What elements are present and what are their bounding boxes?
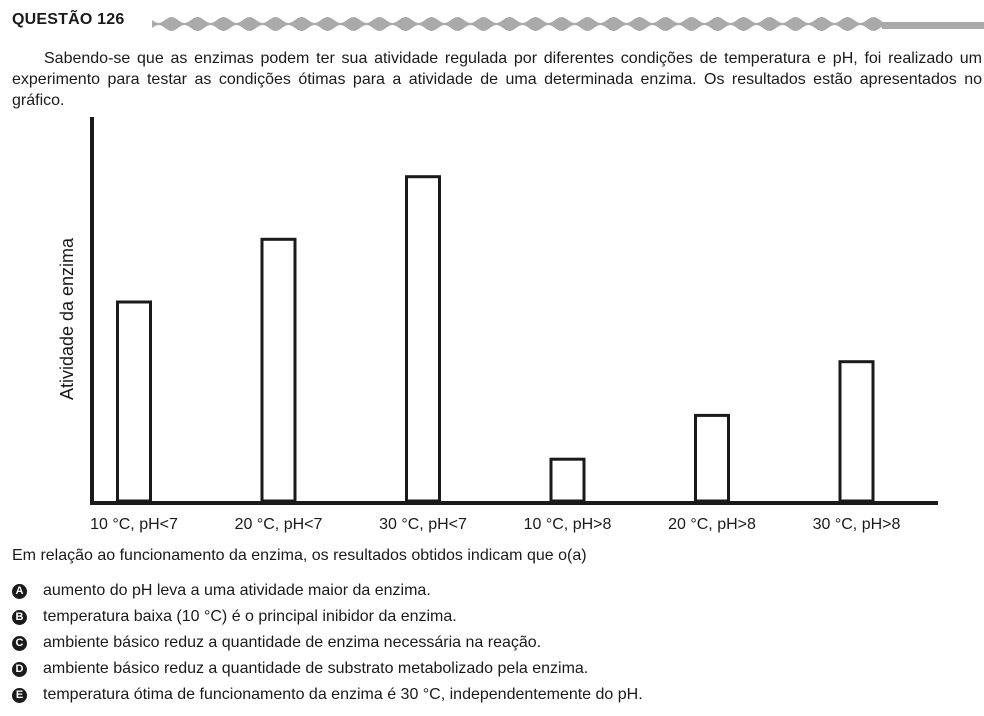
option-text-c: ambiente básico reduz a quantidade de en… — [43, 634, 542, 651]
question-number: QUESTÃO 126 — [12, 11, 125, 28]
question-intro: Sabendo-se que as enzimas podem ter sua … — [12, 50, 982, 109]
decorative-wave-band — [152, 17, 984, 31]
bar-4 — [549, 457, 586, 503]
option-text-a: aumento do pH leva a uma atividade maior… — [43, 582, 431, 599]
y-axis-label: Atividade da enzima — [57, 237, 77, 400]
x-tick-labels: 10 °C, pH<7 20 °C, pH<7 30 °C, pH<7 10 °C, … — [90, 516, 900, 533]
x-tick-label-1: 10 °C, pH<7 — [90, 516, 178, 533]
question-stem: Em relação ao funcionamento da enzima, o… — [12, 547, 587, 564]
option-text-b: temperatura baixa (10 °C) é o principal … — [43, 608, 457, 625]
bar-3 — [405, 175, 441, 503]
option-letter-c: C — [12, 635, 27, 651]
option-a[interactable]: A aumento do pH leva a uma atividade mai… — [12, 578, 643, 604]
option-letter-e: E — [12, 687, 27, 703]
option-c[interactable]: C ambiente básico reduz a quantidade de … — [12, 630, 643, 656]
option-text-e: temperatura ótima de funcionamento da en… — [43, 686, 643, 703]
option-letter-a: A — [12, 583, 27, 599]
bar-2 — [260, 237, 297, 503]
x-tick-label-5: 20 °C, pH>8 — [668, 516, 756, 533]
x-tick-label-2: 20 °C, pH<7 — [235, 516, 323, 533]
option-letter-b: B — [12, 609, 27, 625]
x-tick-label-3: 30 °C, pH<7 — [379, 516, 467, 533]
question-header: QUESTÃO 126 — [12, 8, 984, 34]
bar-6 — [838, 360, 875, 503]
x-tick-label-4: 10 °C, pH>8 — [524, 516, 612, 533]
bar-group — [116, 175, 875, 503]
option-d[interactable]: D ambiente básico reduz a quantidade de … — [12, 656, 643, 682]
answer-options: A aumento do pH leva a uma atividade mai… — [12, 578, 643, 708]
option-text-d: ambiente básico reduz a quantidade de su… — [43, 660, 589, 677]
x-tick-label-6: 30 °C, pH>8 — [813, 516, 901, 533]
option-e[interactable]: E temperatura ótima de funcionamento da … — [12, 682, 643, 708]
bar-1 — [116, 300, 152, 503]
enzyme-activity-bar-chart: Atividade da enzima 10 °C, pH<7 20 °C, pH… — [57, 117, 938, 533]
option-letter-d: D — [12, 661, 27, 677]
option-b[interactable]: B temperatura baixa (10 °C) é o principa… — [12, 604, 643, 630]
bar-5 — [694, 413, 730, 503]
